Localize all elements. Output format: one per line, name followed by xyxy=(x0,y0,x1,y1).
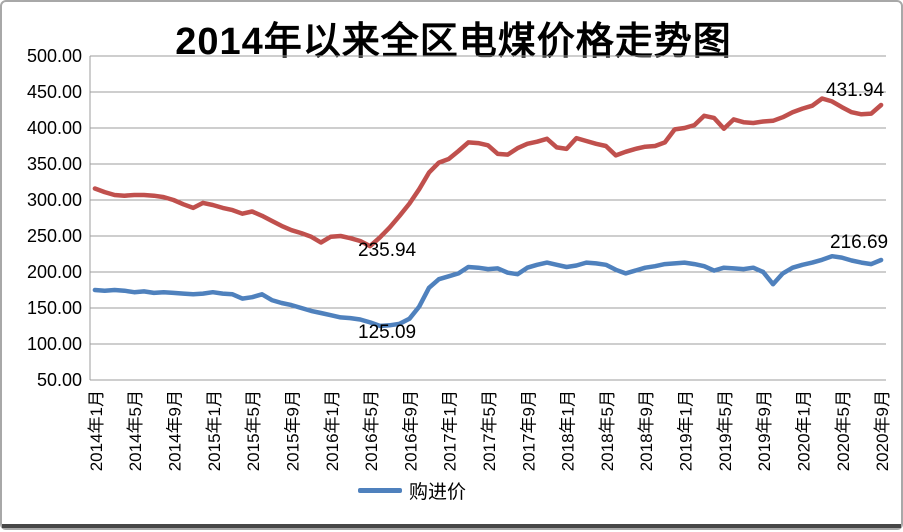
x-axis-tick-label: 2017年1月 xyxy=(441,390,460,471)
x-axis-tick-label: 2020年5月 xyxy=(834,390,853,471)
x-axis-tick-label: 2015年9月 xyxy=(283,390,302,471)
x-axis-tick-label: 2016年9月 xyxy=(401,390,420,471)
x-axis-tick-label: 2016年5月 xyxy=(362,390,381,471)
y-axis-tick-label: 150.00 xyxy=(27,298,82,318)
legend[interactable]: 购进价 xyxy=(358,477,466,504)
blue-series-last-label: 216.69 xyxy=(830,232,889,253)
x-axis-tick-label: 2019年5月 xyxy=(716,390,735,471)
y-axis-tick-label: 300.00 xyxy=(27,190,82,210)
y-axis-tick-label: 200.00 xyxy=(27,262,82,282)
x-axis-tick-label: 2019年1月 xyxy=(677,390,696,471)
blue-series-min-label: 125.09 xyxy=(358,322,417,343)
legend-line-marker xyxy=(358,488,402,493)
chart-bottom-edge xyxy=(2,524,901,528)
x-axis-tick-label: 2016年1月 xyxy=(323,390,342,471)
x-axis-tick-label: 2017年9月 xyxy=(519,390,538,471)
y-axis-tick-label: 500.00 xyxy=(27,46,82,66)
red-series-line xyxy=(92,96,884,249)
x-axis-tick-label: 2015年5月 xyxy=(244,390,263,471)
x-axis-tick-label: 2020年9月 xyxy=(873,390,892,471)
y-axis-tick-label: 50.00 xyxy=(37,370,82,390)
x-axis-tick-label: 2015年1月 xyxy=(205,390,224,471)
y-axis-tick-label: 450.00 xyxy=(27,82,82,102)
x-axis-tick-label: 2014年1月 xyxy=(87,390,106,471)
x-axis-tick-label: 2019年9月 xyxy=(755,390,774,471)
red-series-min-label: 235.94 xyxy=(358,240,417,261)
y-axis-tick-label: 250.00 xyxy=(27,226,82,246)
legend-series-label: 购进价 xyxy=(409,482,467,503)
red-series-last-label: 431.94 xyxy=(826,80,885,101)
y-axis-tick-label: 100.00 xyxy=(27,334,82,354)
blue-series-line xyxy=(92,253,884,329)
x-axis-tick-label: 2014年9月 xyxy=(166,390,185,471)
y-axis-tick-label: 350.00 xyxy=(27,154,82,174)
x-axis-tick-label: 2018年5月 xyxy=(598,390,617,471)
y-axis-tick-label: 400.00 xyxy=(27,118,82,138)
x-axis-tick-label: 2014年5月 xyxy=(126,390,145,471)
x-axis-tick-label: 2020年1月 xyxy=(794,390,813,471)
x-axis-tick-label: 2017年5月 xyxy=(480,390,499,471)
x-axis-tick-label: 2018年9月 xyxy=(637,390,656,471)
x-axis-tick-label: 2018年1月 xyxy=(559,390,578,471)
